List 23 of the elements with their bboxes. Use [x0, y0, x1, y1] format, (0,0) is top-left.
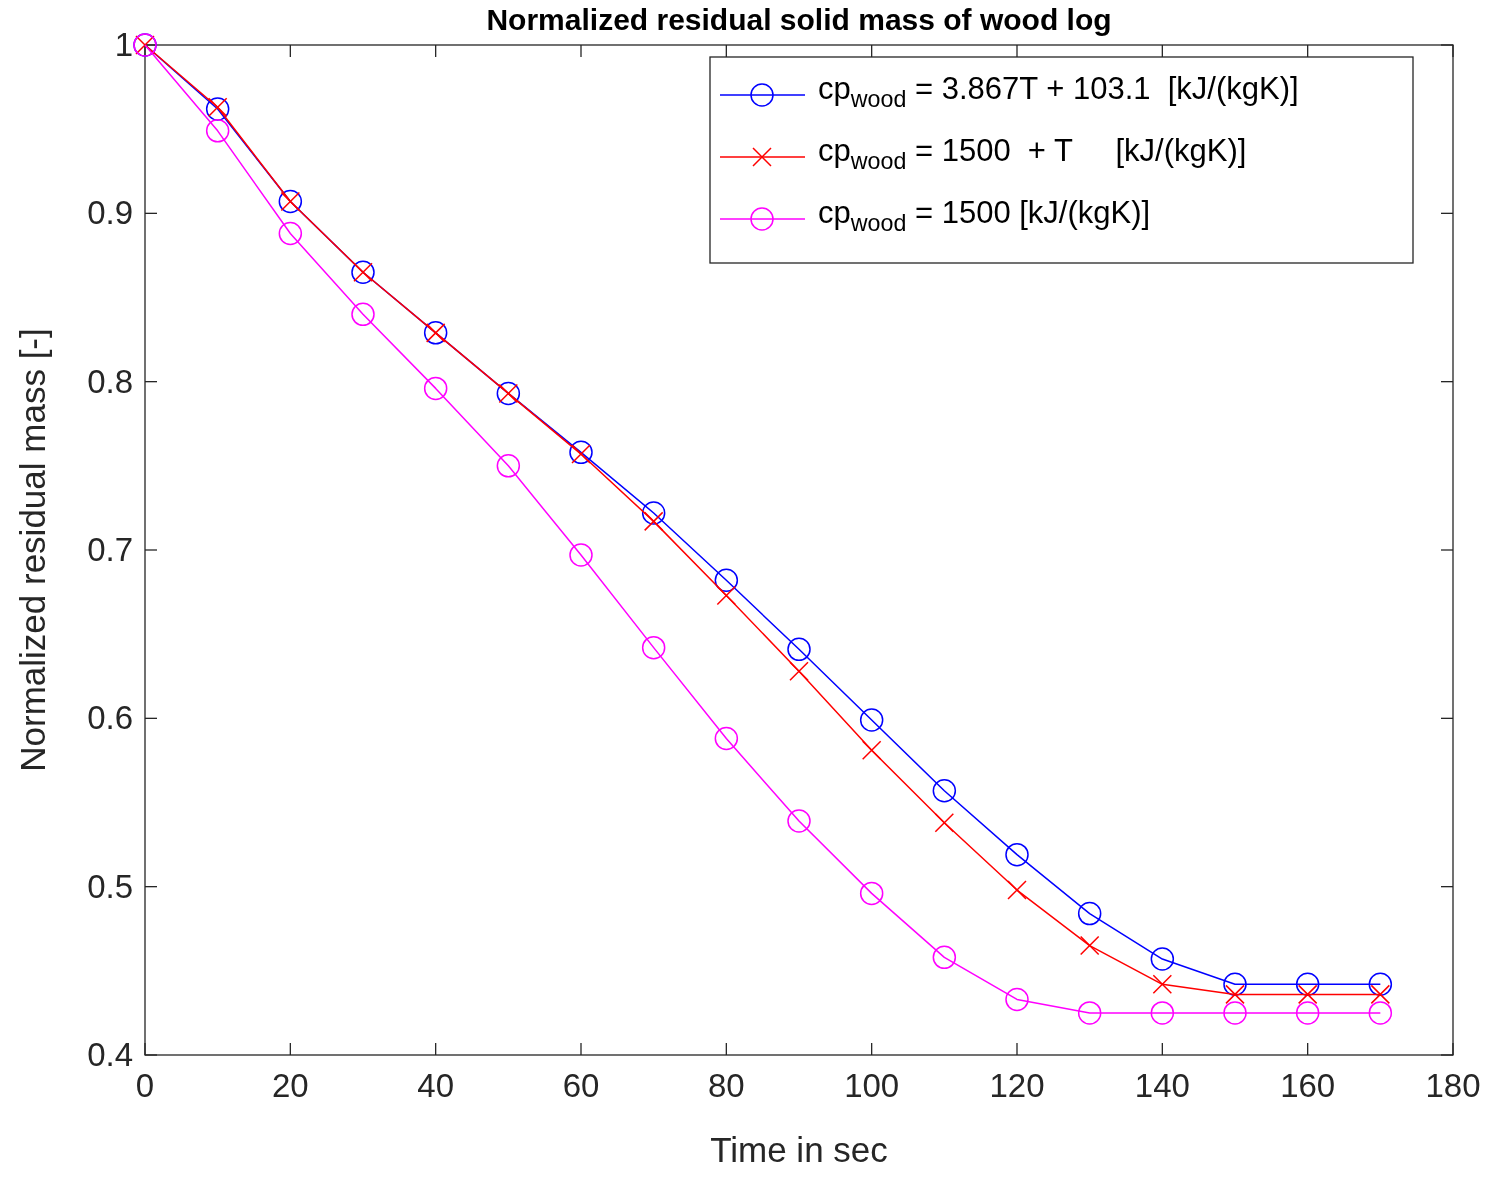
x-tick-label: 140 — [1134, 1067, 1190, 1104]
legend-label: cp$_{wood}$ = 1500 [kJ/(kgK)] — [818, 195, 1151, 237]
y-tick-label: 0.7 — [87, 531, 133, 568]
x-tick-label: 180 — [1425, 1067, 1481, 1104]
y-tick-label: 1 — [114, 26, 133, 63]
x-tick-label: 160 — [1280, 1067, 1336, 1104]
x-tick-label: 100 — [844, 1067, 900, 1104]
x-tick-label: 60 — [562, 1067, 600, 1104]
x-axis-title: Time in sec — [710, 1130, 888, 1169]
y-tick-label: 0.5 — [87, 867, 133, 905]
x-tick-label: 0 — [135, 1067, 155, 1104]
x-tick-label: 40 — [417, 1067, 455, 1104]
x-tick-label: 20 — [271, 1067, 309, 1104]
y-tick-label: 0.4 — [87, 1036, 133, 1073]
legend-label: cp$_{wood}$ = 3.867T + 103.1 [kJ/(kgK)] — [818, 71, 1299, 113]
y-axis-title: Normalized residual mass [-] — [13, 328, 52, 772]
y-tick-label: 0.9 — [87, 194, 133, 232]
y-tick-label: 0.8 — [87, 362, 133, 400]
chart-title: Normalized residual solid mass of wood log — [486, 3, 1112, 36]
x-tick-label: 120 — [989, 1067, 1045, 1104]
y-tick-label: 0.6 — [87, 699, 133, 737]
legend-label: cp$_{wood}$ = 1500 + T [kJ/(kgK)] — [818, 133, 1247, 175]
x-tick-label: 80 — [707, 1067, 745, 1104]
